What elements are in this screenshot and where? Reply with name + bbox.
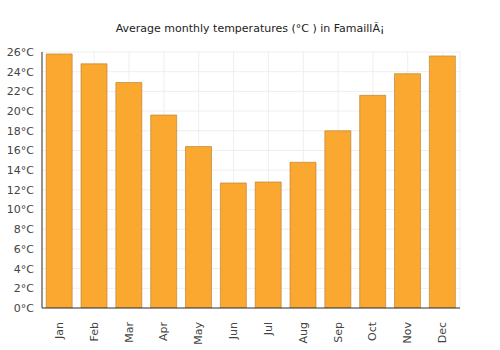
- svg-text:Nov: Nov: [401, 322, 414, 344]
- svg-text:0°C: 0°C: [14, 302, 34, 315]
- svg-text:Aug: Aug: [297, 322, 310, 343]
- svg-text:6°C: 6°C: [14, 243, 34, 256]
- svg-text:4°C: 4°C: [14, 263, 34, 276]
- svg-text:Dec: Dec: [436, 322, 449, 343]
- svg-text:May: May: [192, 322, 205, 345]
- svg-text:Apr: Apr: [157, 322, 170, 342]
- svg-text:2°C: 2°C: [14, 282, 34, 295]
- svg-text:26°C: 26°C: [8, 46, 34, 59]
- svg-text:Jul: Jul: [262, 322, 275, 336]
- svg-text:Jun: Jun: [227, 322, 240, 340]
- svg-text:18°C: 18°C: [8, 125, 34, 138]
- svg-text:Feb: Feb: [88, 322, 101, 341]
- svg-text:20°C: 20°C: [8, 105, 34, 118]
- svg-text:22°C: 22°C: [8, 85, 34, 98]
- svg-text:10°C: 10°C: [8, 203, 34, 216]
- svg-text:24°C: 24°C: [8, 66, 34, 79]
- html-text:Average monthly temperatures (: Average monthly temperatures (°C ) in Fa…: [115, 22, 385, 35]
- svg-text:Oct: Oct: [366, 321, 379, 341]
- svg-text:16°C: 16°C: [8, 144, 34, 157]
- svg-text:Mar: Mar: [123, 322, 136, 343]
- svg-text:14°C: 14°C: [8, 164, 34, 177]
- svg-text:Jan: Jan: [53, 322, 66, 340]
- svg-text:12°C: 12°C: [8, 184, 34, 197]
- svg-text:Sep: Sep: [332, 322, 345, 343]
- svg-text:8°C: 8°C: [14, 223, 34, 236]
